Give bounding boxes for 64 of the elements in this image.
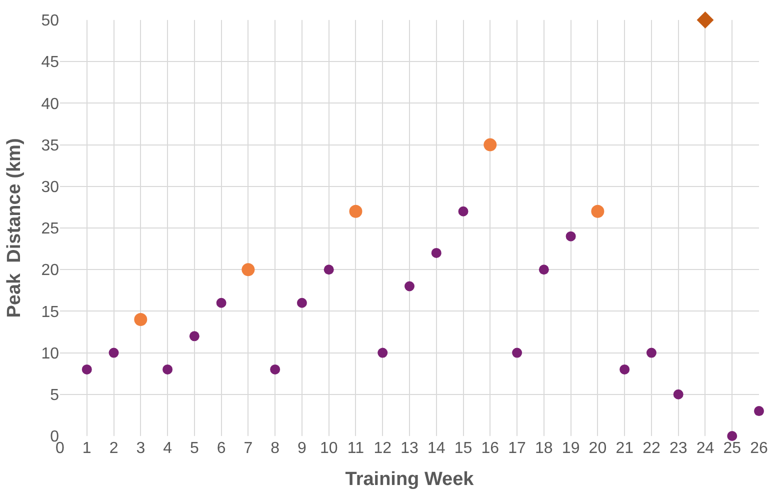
x-tick-label: 16 <box>481 440 500 457</box>
point <box>484 138 497 152</box>
point <box>108 348 119 358</box>
point <box>431 248 442 258</box>
point <box>404 281 414 292</box>
y-tick-label: 30 <box>41 179 60 196</box>
y-tick-label: 5 <box>50 387 60 404</box>
y-tick-label: 25 <box>41 220 60 238</box>
point <box>162 364 173 374</box>
x-tick-label: 24 <box>696 440 714 457</box>
point <box>458 206 468 216</box>
x-tick-label: 10 <box>320 440 338 457</box>
x-tick-label: 23 <box>669 440 688 457</box>
point <box>727 431 738 441</box>
point <box>620 364 630 374</box>
x-tick-label: 3 <box>136 440 146 457</box>
x-tick-label: 12 <box>374 440 392 457</box>
x-tick-label: 20 <box>588 440 607 457</box>
point <box>538 264 549 275</box>
x-tick-label: 25 <box>723 440 742 457</box>
y-tick-label: 20 <box>41 262 60 280</box>
x-tick-label: 1 <box>82 440 92 457</box>
x-tick-label: 8 <box>270 440 280 457</box>
x-tick-label: 22 <box>642 440 660 457</box>
x-tick-label: 4 <box>163 440 172 457</box>
x-tick-label: 18 <box>535 440 553 457</box>
y-tick-label: 15 <box>41 304 60 321</box>
point <box>696 12 714 28</box>
point <box>591 204 604 218</box>
x-tick-label: 7 <box>244 440 253 457</box>
point <box>270 364 280 374</box>
x-axis-title: Training Week <box>345 468 474 490</box>
point <box>189 331 200 342</box>
x-tick-label: 2 <box>109 440 118 457</box>
x-tick-label: 11 <box>347 440 364 457</box>
x-tick-label: 14 <box>427 440 446 457</box>
point <box>296 298 307 308</box>
x-tick-label: 15 <box>454 440 472 457</box>
x-tick-label: 13 <box>400 440 418 457</box>
point <box>242 263 255 276</box>
point <box>566 231 576 242</box>
point <box>754 406 764 416</box>
point <box>82 364 92 374</box>
point <box>324 264 334 275</box>
y-tick-label: 35 <box>41 137 60 154</box>
x-tick-label: 9 <box>298 440 307 457</box>
y-axis-title: Peak Distance (km) <box>4 138 26 318</box>
x-tick-label: 5 <box>190 440 199 457</box>
y-tick-label: 40 <box>41 96 60 113</box>
point <box>673 389 684 400</box>
point <box>646 348 656 358</box>
point <box>216 298 226 308</box>
point <box>349 204 362 218</box>
x-tick-label: 19 <box>562 440 580 457</box>
x-tick-label: 21 <box>616 440 634 457</box>
y-tick-label: 50 <box>41 12 60 30</box>
x-tick-label: 26 <box>750 440 768 457</box>
x-tick-label: 6 <box>216 440 226 457</box>
point <box>378 348 388 358</box>
point <box>134 313 148 326</box>
point <box>512 348 522 358</box>
y-tick-label: 45 <box>41 54 60 72</box>
x-tick-label: 17 <box>508 440 526 457</box>
y-tick-label: 10 <box>41 345 60 362</box>
